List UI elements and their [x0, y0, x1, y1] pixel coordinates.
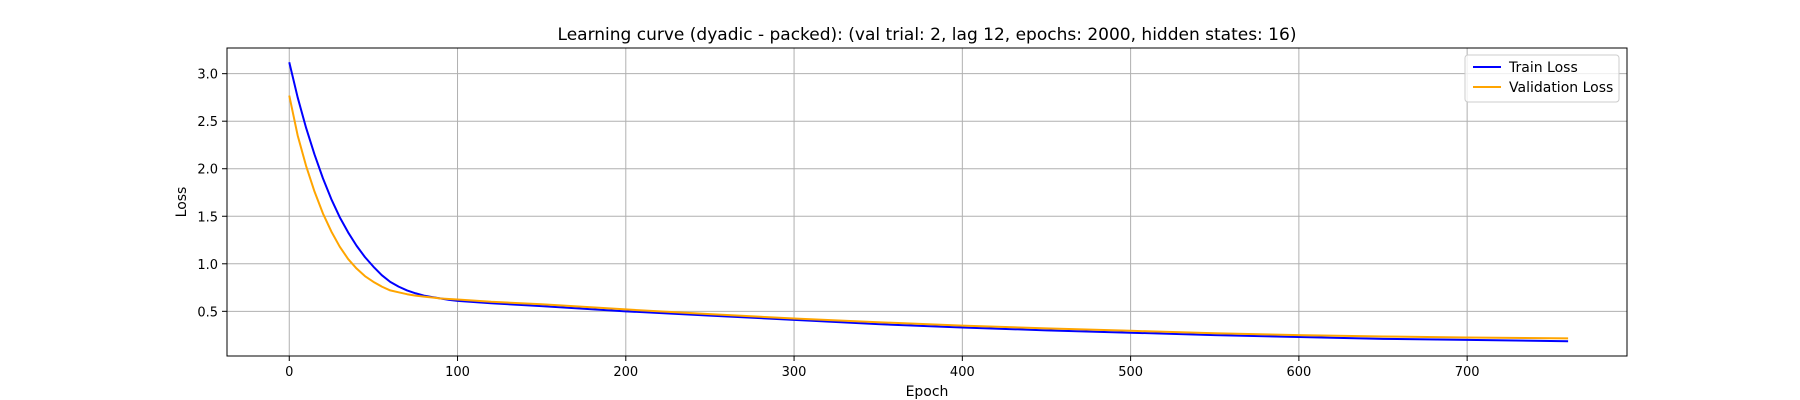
y-ticks: 0.5 1.0 1.5 2.0 2.5 3.0 [197, 68, 227, 320]
y-tick-label: 1.5 [197, 210, 218, 225]
x-tick-label: 200 [613, 365, 638, 380]
y-tick-label: 2.5 [197, 115, 218, 130]
plot-frame [226, 47, 1628, 357]
y-tick-label: 3.0 [197, 68, 218, 83]
x-tick-label: 700 [1455, 365, 1480, 380]
y-tick-label: 1.0 [197, 258, 218, 273]
x-tick-label: 300 [782, 365, 807, 380]
x-tick-label: 600 [1286, 365, 1311, 380]
x-tick-label: 500 [1118, 365, 1143, 380]
y-axis-label: Loss [174, 187, 190, 218]
validation-loss-line [288, 95, 1569, 340]
x-tick-label: 400 [950, 365, 975, 380]
x-axis-label: Epoch [906, 384, 949, 400]
chart-title: Learning curve (dyadic - packed): (val t… [558, 25, 1297, 45]
legend-train-loss-label: Train Loss [1508, 60, 1578, 76]
legend-box [1464, 54, 1620, 103]
legend: Train Loss Validation Loss [1464, 54, 1620, 103]
y-tick-label: 0.5 [197, 305, 218, 320]
y-tick-label: 2.0 [197, 163, 218, 178]
legend-validation-loss-label: Validation Loss [1509, 80, 1613, 96]
x-tick-label: 0 [285, 365, 293, 380]
x-tick-label: 100 [445, 365, 470, 380]
series-lines [288, 62, 1569, 343]
x-ticks: 0 100 200 300 400 500 600 700 [285, 356, 1480, 380]
